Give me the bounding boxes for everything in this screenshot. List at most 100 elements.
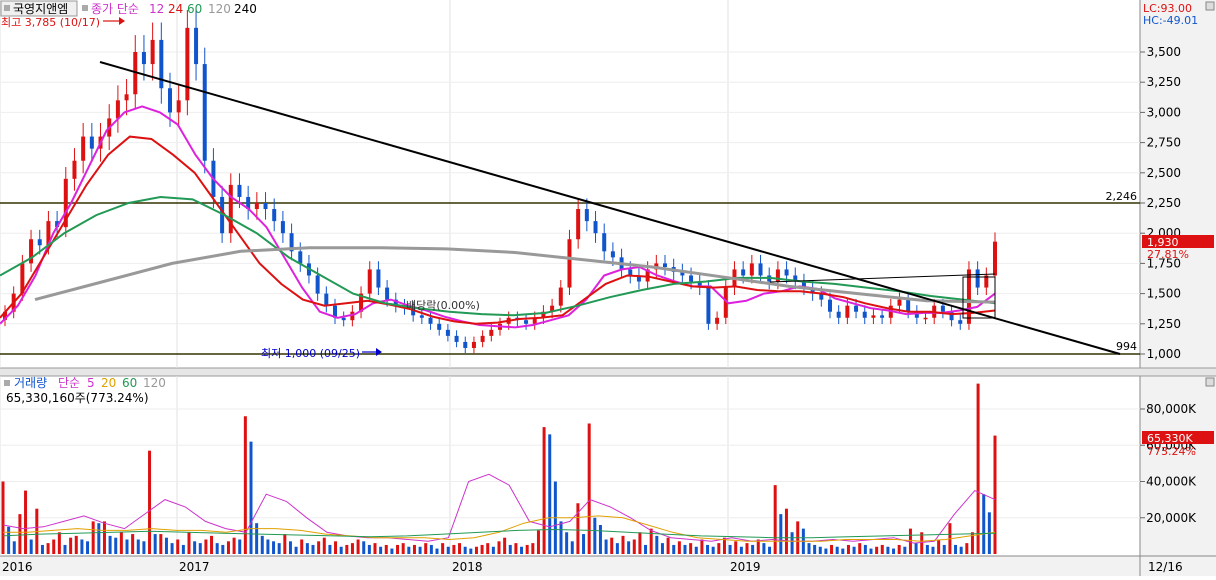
candle-body[interactable] xyxy=(697,281,702,288)
stock-name-box[interactable] xyxy=(0,0,78,17)
volume-bar[interactable] xyxy=(367,544,371,554)
volume-bar[interactable] xyxy=(880,544,884,554)
candle-body[interactable] xyxy=(871,315,876,318)
volume-bar[interactable] xyxy=(784,508,788,554)
volume-bar[interactable] xyxy=(683,544,687,554)
volume-title[interactable]: 거래량 xyxy=(14,376,47,390)
candle-body[interactable] xyxy=(602,233,607,252)
volume-bar[interactable] xyxy=(322,537,326,554)
volume-bar[interactable] xyxy=(435,548,439,554)
candle-body[interactable] xyxy=(237,184,242,197)
volume-bar[interactable] xyxy=(497,541,501,554)
candle-body[interactable] xyxy=(333,305,337,318)
volume-bar[interactable] xyxy=(711,546,715,554)
volume-bar[interactable] xyxy=(756,539,760,555)
volume-bar[interactable] xyxy=(294,546,298,554)
volume-bar[interactable] xyxy=(407,546,411,554)
candle-body[interactable] xyxy=(220,196,225,234)
volume-ma-label[interactable]: 단순 xyxy=(58,376,80,390)
volume-bar[interactable] xyxy=(311,544,315,554)
volume-bar[interactable] xyxy=(469,548,473,554)
volume-bar[interactable] xyxy=(458,543,462,554)
candle-body[interactable] xyxy=(810,287,815,294)
volume-bar[interactable] xyxy=(920,532,924,554)
candle-body[interactable] xyxy=(150,39,155,65)
volume-bar[interactable] xyxy=(632,539,636,555)
candle-body[interactable] xyxy=(906,299,911,312)
candle-body[interactable] xyxy=(775,269,780,282)
candle-body[interactable] xyxy=(645,269,650,282)
volume-bar[interactable] xyxy=(525,544,529,554)
volume-bar[interactable] xyxy=(164,537,168,554)
volume-bar[interactable] xyxy=(644,544,648,554)
volume-bar[interactable] xyxy=(345,544,349,554)
candle-body[interactable] xyxy=(801,281,806,288)
candle-body[interactable] xyxy=(689,275,694,282)
volume-bar[interactable] xyxy=(176,539,180,555)
candle-body[interactable] xyxy=(246,196,251,210)
candle-body[interactable] xyxy=(29,239,34,264)
volume-bar[interactable] xyxy=(418,546,422,554)
candle-body[interactable] xyxy=(784,269,789,276)
volume-bar[interactable] xyxy=(452,544,456,554)
maximize-icon[interactable] xyxy=(1205,1,1215,11)
volume-bar[interactable] xyxy=(159,534,163,554)
candle-body[interactable] xyxy=(350,311,355,321)
volume-bar[interactable] xyxy=(739,546,743,554)
volume-bar[interactable] xyxy=(46,543,50,554)
volume-bar[interactable] xyxy=(379,546,383,554)
volume-bar[interactable] xyxy=(153,534,157,554)
volume-bar[interactable] xyxy=(86,541,90,554)
volume-bar[interactable] xyxy=(852,546,856,554)
candle-body[interactable] xyxy=(263,203,268,210)
volume-bar[interactable] xyxy=(818,546,822,554)
volume-bar[interactable] xyxy=(40,544,44,554)
candle-body[interactable] xyxy=(949,311,954,321)
candle-body[interactable] xyxy=(471,341,476,348)
candle-body[interactable] xyxy=(124,94,129,101)
volume-bar[interactable] xyxy=(193,541,197,554)
volume-bar[interactable] xyxy=(317,541,321,554)
volume-bar[interactable] xyxy=(959,546,963,554)
volume-bar[interactable] xyxy=(773,485,777,554)
volume-bar[interactable] xyxy=(91,521,95,554)
volume-bar[interactable] xyxy=(57,532,61,554)
volume-ma-120[interactable]: 120 xyxy=(143,376,166,390)
channel-line[interactable] xyxy=(769,273,996,283)
volume-bar[interactable] xyxy=(102,521,106,554)
volume-bar[interactable] xyxy=(69,537,73,554)
candle-body[interactable] xyxy=(793,275,798,282)
candle-body[interactable] xyxy=(993,241,997,276)
candle-body[interactable] xyxy=(758,263,763,276)
candle-body[interactable] xyxy=(72,160,77,179)
candle-body[interactable] xyxy=(289,233,294,252)
candle-body[interactable] xyxy=(359,293,364,312)
candle-body[interactable] xyxy=(428,317,433,324)
volume-ma-5[interactable]: 5 xyxy=(87,376,95,390)
volume-bar[interactable] xyxy=(807,543,811,554)
volume-bar[interactable] xyxy=(886,546,890,554)
volume-bar[interactable] xyxy=(7,526,11,554)
volume-bar[interactable] xyxy=(813,544,817,554)
volume-bar[interactable] xyxy=(503,537,507,554)
volume-bar[interactable] xyxy=(52,539,56,555)
candle-body[interactable] xyxy=(862,311,867,318)
volume-bar[interactable] xyxy=(119,532,123,554)
volume-bar[interactable] xyxy=(260,535,264,554)
candle-body[interactable] xyxy=(819,293,824,300)
candle-body[interactable] xyxy=(923,317,928,320)
stock-name[interactable]: 국영지앤엠 xyxy=(13,2,68,16)
volume-bar[interactable] xyxy=(215,543,219,554)
volume-bar[interactable] xyxy=(993,435,997,554)
volume-bar[interactable] xyxy=(474,546,478,554)
candle-body[interactable] xyxy=(411,308,416,316)
volume-bar[interactable] xyxy=(226,541,230,554)
candle-body[interactable] xyxy=(272,209,277,222)
candle-body[interactable] xyxy=(46,221,51,246)
volume-bar[interactable] xyxy=(350,543,354,554)
volume-bar[interactable] xyxy=(694,546,698,554)
volume-bar[interactable] xyxy=(976,383,980,554)
volume-bar[interactable] xyxy=(627,541,631,554)
candle-body[interactable] xyxy=(315,275,320,294)
candle-body[interactable] xyxy=(584,209,589,222)
